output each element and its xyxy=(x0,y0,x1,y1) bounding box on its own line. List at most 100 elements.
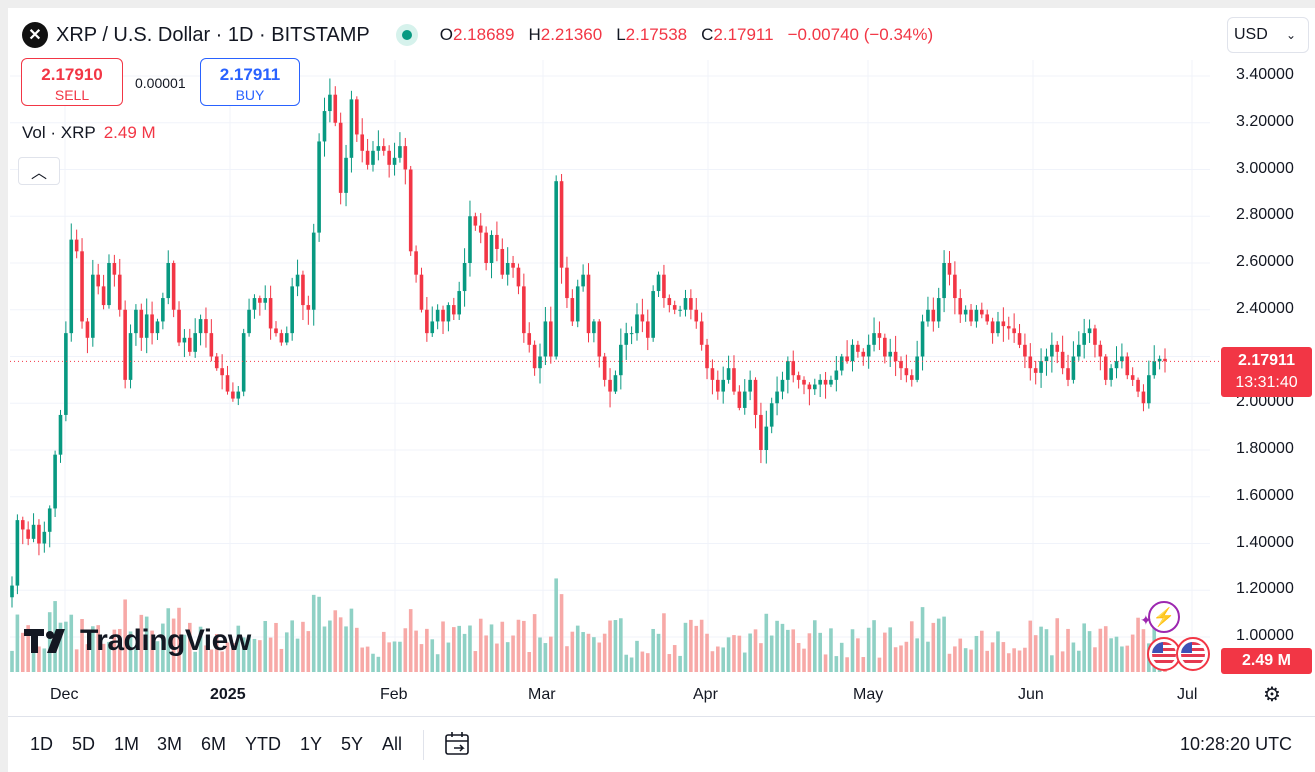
candle-body xyxy=(651,291,655,338)
buy-button[interactable]: 2.17911 BUY xyxy=(200,58,300,106)
candle-body xyxy=(457,291,461,315)
volume-bar xyxy=(1006,653,1011,672)
candle-body xyxy=(1023,344,1027,357)
range-button-all[interactable]: All xyxy=(382,734,403,754)
volume-bar xyxy=(360,647,365,672)
candle-body xyxy=(128,333,133,380)
volume-bar xyxy=(899,645,903,672)
range-button-1d[interactable]: 1D xyxy=(30,734,54,754)
volume-bar xyxy=(187,622,192,672)
candle-body xyxy=(462,263,467,292)
us-flag-event-icon-2[interactable] xyxy=(1176,637,1210,671)
market-open-icon[interactable] xyxy=(395,24,418,46)
candle-body xyxy=(252,298,257,310)
volume-bar xyxy=(295,638,300,672)
volume-bar xyxy=(1082,623,1086,672)
volume-bar xyxy=(414,630,418,672)
settings-gear-icon[interactable]: ⚙ xyxy=(1263,684,1281,706)
volume-bar xyxy=(328,620,332,672)
candle-body xyxy=(575,286,580,322)
volume-bar xyxy=(678,655,682,672)
candle-body xyxy=(581,274,585,287)
volume-bar xyxy=(866,627,871,672)
tradingview-logo[interactable]: TradingView xyxy=(24,624,251,658)
currency-value: USD xyxy=(1234,26,1268,43)
candle-body xyxy=(338,122,343,193)
range-button-3m[interactable]: 3M xyxy=(157,734,183,754)
volume-bar xyxy=(527,652,532,672)
range-button-6m[interactable]: 6M xyxy=(201,734,227,754)
candle-body xyxy=(1082,333,1086,345)
candle-body xyxy=(629,333,634,335)
volume-bar xyxy=(500,621,505,672)
range-button-1m[interactable]: 1M xyxy=(114,734,140,754)
candle-body xyxy=(478,225,483,233)
time-axis-label: 2025 xyxy=(210,686,246,703)
volume-bar xyxy=(1055,618,1060,672)
volume-bar xyxy=(123,599,127,672)
lightning-icon[interactable]: ⚡ xyxy=(1148,601,1180,633)
currency-select[interactable]: USD ⌄ xyxy=(1227,17,1309,53)
volume-bar xyxy=(1044,629,1049,672)
range-button-5y[interactable]: 5Y xyxy=(341,734,364,754)
candle-body xyxy=(1033,368,1038,373)
candle-body xyxy=(699,321,704,345)
volume-bar xyxy=(608,620,612,672)
candle-body xyxy=(150,314,154,334)
candle-body xyxy=(899,361,903,369)
candle-body xyxy=(613,375,618,392)
candle-body xyxy=(1039,361,1043,373)
volume-bar xyxy=(565,646,569,672)
collapse-legend-button[interactable]: ︿ xyxy=(18,157,60,185)
volume-bar xyxy=(182,634,187,672)
volume-bar xyxy=(796,642,801,672)
volume-bar xyxy=(769,635,774,672)
range-button-ytd[interactable]: YTD xyxy=(245,734,281,754)
candle-body xyxy=(1147,375,1151,404)
volume-bar xyxy=(392,641,397,672)
candle-body xyxy=(1050,344,1054,357)
volume-bar xyxy=(656,633,661,672)
candle-body xyxy=(812,384,817,390)
volume-bar xyxy=(716,646,720,672)
candle-body xyxy=(42,531,47,544)
range-button-1y[interactable]: 1Y xyxy=(300,734,323,754)
range-button-5d[interactable]: 5D xyxy=(72,734,96,754)
volume-bar xyxy=(753,629,758,672)
volume-bar xyxy=(812,620,817,672)
volume-bar xyxy=(619,618,623,672)
candle-body xyxy=(834,370,839,380)
volume-bar xyxy=(193,651,197,672)
candle-body xyxy=(204,319,208,334)
symbol-title[interactable]: XRP / U.S. Dollar · 1D · BITSTAMP xyxy=(56,23,370,46)
volume-bar xyxy=(117,628,122,672)
time-axis-label: Feb xyxy=(380,686,408,703)
volume-bar xyxy=(721,647,725,672)
candle-body xyxy=(678,309,682,311)
volume-bar xyxy=(834,656,839,672)
volume-tag: 2.49 M xyxy=(1221,648,1312,674)
candle-body xyxy=(1157,358,1162,362)
candle-body xyxy=(231,391,235,399)
price-axis-label: 3.00000 xyxy=(1236,159,1294,177)
volume-bar xyxy=(398,641,402,672)
volume-bar xyxy=(10,650,14,672)
price-chart[interactable] xyxy=(0,0,1315,716)
last-price-tag: 2.17911 13:31:40 xyxy=(1221,347,1312,397)
sell-button[interactable]: 2.17910 SELL xyxy=(21,58,123,106)
volume-bar xyxy=(198,626,203,672)
volume-bar xyxy=(365,646,370,672)
candle-body xyxy=(392,157,397,165)
volume-bar xyxy=(166,608,171,672)
utc-clock[interactable]: 10:28:20 UTC xyxy=(1180,734,1293,754)
volume-legend[interactable]: Vol · XRP 2.49 M xyxy=(22,123,156,143)
volume-bar xyxy=(969,649,973,672)
candle-body xyxy=(1017,333,1022,345)
sell-label: SELL xyxy=(54,87,90,103)
candle-body xyxy=(909,375,914,380)
price-axis-label: 3.20000 xyxy=(1236,112,1294,130)
volume-bar xyxy=(209,649,214,672)
candle-body xyxy=(883,337,887,357)
go-to-date-calendar-icon[interactable] xyxy=(444,731,472,757)
